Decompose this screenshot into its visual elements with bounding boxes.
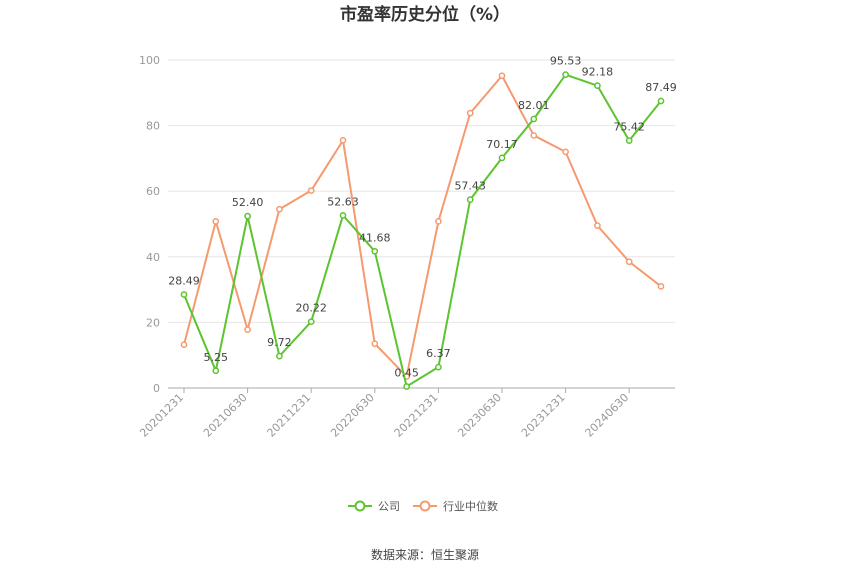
chart-title: 市盈率历史分位（%） <box>340 4 510 25</box>
y-tick-label: 60 <box>146 185 160 198</box>
data-point <box>466 109 474 117</box>
legend-item-industry-median[interactable]: 行业中位数 <box>413 499 498 513</box>
data-point <box>562 71 569 79</box>
y-tick-label: 20 <box>146 316 160 329</box>
data-label: 75.42 <box>613 121 645 134</box>
data-label: 57.43 <box>454 180 486 193</box>
grid <box>168 59 675 323</box>
data-point <box>435 363 442 371</box>
data-point <box>276 205 283 213</box>
series-line-1 <box>183 74 662 378</box>
data-point <box>498 72 506 80</box>
data-point <box>657 97 665 105</box>
data-point <box>180 291 188 298</box>
data-label: 41.68 <box>359 231 391 244</box>
data-label: 6.37 <box>426 347 451 360</box>
y-tick-label: 40 <box>146 251 160 264</box>
data-point <box>371 340 379 348</box>
data-point <box>466 196 474 203</box>
x-tick-label: 20230630 <box>455 391 504 440</box>
data-point <box>657 282 665 290</box>
legend-label-industry-median: 行业中位数 <box>443 499 498 513</box>
y-tick-label: 80 <box>146 120 160 133</box>
data-point <box>212 218 220 225</box>
x-tick-label: 20231231 <box>519 391 568 440</box>
legend[interactable]: 公司 行业中位数 <box>348 499 498 513</box>
data-point <box>339 137 347 144</box>
x-tick-label: 20240630 <box>583 391 632 440</box>
data-point <box>212 367 220 375</box>
legend-marker-company <box>354 500 366 512</box>
legend-marker-industry-median <box>419 500 431 512</box>
data-label: 70.17 <box>486 138 518 151</box>
data-point <box>307 187 315 194</box>
y-tick-label: 0 <box>153 382 160 395</box>
data-point <box>530 115 538 123</box>
x-tick-label: 20211231 <box>265 391 314 440</box>
data-point <box>594 82 601 89</box>
x-axis: 20201231 20210630 20211231 20220630 20221231… <box>137 387 675 440</box>
series-line-0 <box>183 73 662 388</box>
data-point <box>244 326 251 333</box>
data-point <box>562 148 569 156</box>
data-point <box>625 258 633 266</box>
data-label: 28.49 <box>168 275 200 288</box>
data-point <box>339 212 347 219</box>
data-label: 87.49 <box>645 81 677 94</box>
data-label: 0.45 <box>394 367 419 380</box>
x-tick-label: 20221231 <box>392 391 441 440</box>
data-point <box>180 341 188 349</box>
data-label: 20.22 <box>295 302 327 315</box>
y-axis: 0 20 40 60 80 100 <box>139 54 160 395</box>
data-label: 92.18 <box>582 66 614 79</box>
data-point <box>530 132 538 139</box>
x-tick-label: 20220630 <box>328 391 377 440</box>
data-label: 9.72 <box>267 336 292 349</box>
data-point <box>244 212 251 220</box>
data-point <box>371 247 379 255</box>
x-tick-label: 20210630 <box>201 391 250 440</box>
legend-item-company[interactable]: 公司 <box>348 500 400 513</box>
data-label: 52.40 <box>232 196 264 209</box>
data-label: 82.01 <box>518 99 550 112</box>
data-point <box>276 352 283 360</box>
data-label: 95.53 <box>550 55 582 68</box>
series-layer <box>180 71 665 390</box>
legend-label-company: 公司 <box>378 500 400 513</box>
x-tick-label: 20201231 <box>137 391 186 440</box>
data-point <box>435 218 442 225</box>
data-point <box>307 318 315 326</box>
data-labels: 28.49 5.25 52.40 9.72 20.22 52.63 41.68 0.45 6.3… <box>168 55 677 380</box>
data-point <box>625 137 633 144</box>
data-point <box>498 154 506 162</box>
data-point <box>594 222 601 229</box>
data-label: 5.25 <box>204 351 229 364</box>
data-source: 数据来源：恒生聚源 <box>371 547 479 562</box>
data-point <box>403 383 410 390</box>
data-label: 52.63 <box>327 195 359 208</box>
y-tick-label: 100 <box>139 54 160 67</box>
